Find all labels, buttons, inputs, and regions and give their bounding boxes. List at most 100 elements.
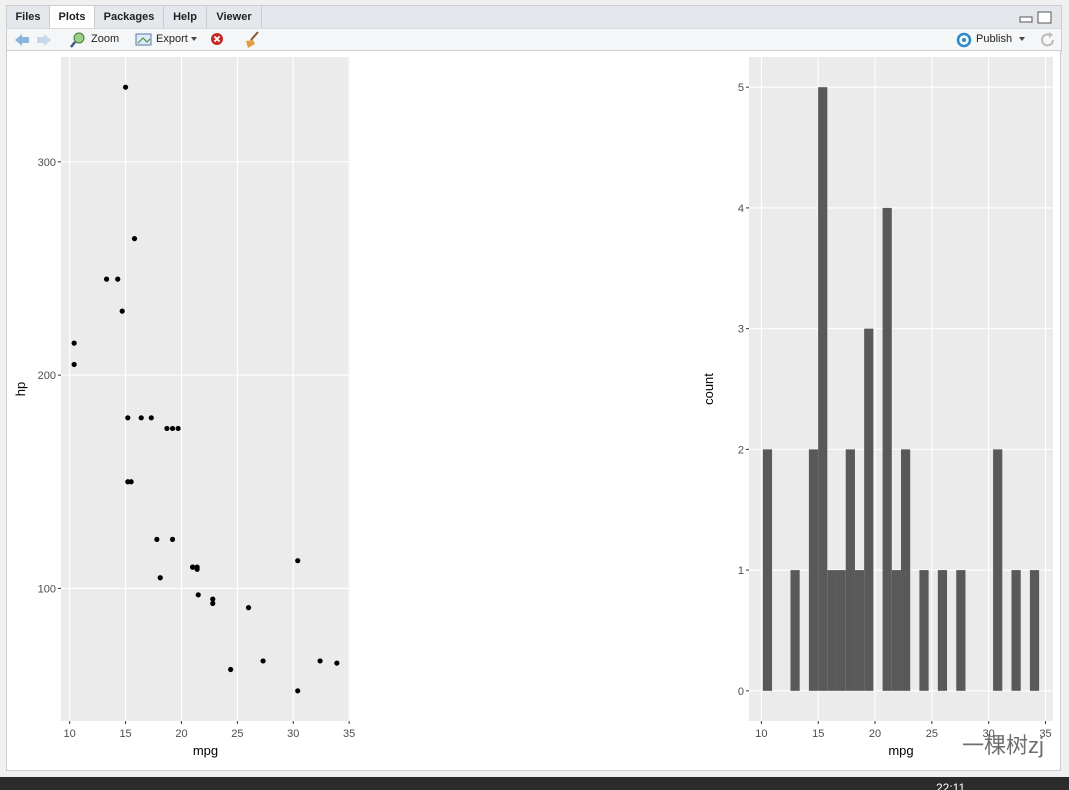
point [194, 566, 200, 572]
zoom-button[interactable]: Zoom [91, 33, 120, 45]
publish-button[interactable]: Publish [976, 33, 1013, 45]
y-tick-label: 200 [38, 370, 56, 382]
point [175, 425, 181, 432]
tab-bar: Files Plots Packages Help Viewer [6, 5, 1062, 28]
panel-background [61, 57, 350, 721]
plot-pane: 100 200 300 10 15 20 25 30 35 mpg hp 0 1 2 3 4 5 10 15 20 25… [6, 50, 1061, 771]
x-tick-label: 15 [812, 728, 824, 740]
point [154, 536, 160, 542]
point [295, 558, 301, 564]
point [169, 536, 176, 542]
point [317, 658, 323, 664]
bar [891, 570, 901, 691]
point [295, 688, 301, 694]
bar [900, 449, 911, 691]
tab[interactable]: Files [7, 6, 50, 28]
point [245, 605, 252, 611]
point [210, 596, 216, 602]
y-tick-label: 3 [738, 324, 744, 336]
x-axis-title: mpg [193, 743, 218, 758]
clear-plots[interactable] [243, 31, 261, 49]
x-tick-label: 25 [231, 728, 243, 740]
bar [1029, 570, 1040, 691]
y-axis-title: count [701, 373, 716, 405]
y-tick-label: 5 [738, 82, 744, 94]
tab[interactable]: Plots [50, 6, 95, 28]
plot-canvas: 100 200 300 10 15 20 25 30 35 mpg hp 0 1 2 3 4 5 10 15 20 25… [13, 57, 1053, 758]
nav-arrows[interactable] [13, 32, 53, 48]
refresh[interactable] [1039, 31, 1057, 49]
bar [864, 328, 874, 691]
bar [790, 570, 800, 691]
x-tick-label: 15 [119, 728, 131, 740]
remove-plot[interactable] [210, 32, 226, 48]
x-axis-title: mpg [888, 743, 913, 758]
bar [836, 570, 846, 691]
bar [1011, 570, 1021, 691]
bar [854, 570, 865, 691]
bar [956, 570, 966, 691]
tab[interactable]: Help [164, 6, 207, 28]
window-controls[interactable] [1019, 11, 1055, 25]
bar [882, 207, 892, 691]
point [131, 236, 138, 242]
point [122, 84, 129, 90]
x-tick-label: 30 [287, 728, 299, 740]
point [125, 415, 131, 421]
point [164, 425, 170, 432]
bar [845, 449, 855, 691]
point [148, 415, 154, 421]
point [71, 340, 77, 346]
x-tick-label: 35 [1039, 728, 1051, 740]
point [228, 666, 234, 673]
y-tick-label: 0 [738, 686, 744, 698]
x-tick-label: 35 [343, 728, 355, 740]
publish-dropdown[interactable] [1019, 37, 1027, 43]
point [169, 425, 176, 432]
zoom-icon[interactable] [70, 32, 86, 48]
x-tick-label: 10 [64, 728, 76, 740]
y-tick-label: 4 [738, 203, 744, 215]
y-axis-title: hp [13, 382, 28, 396]
bar [827, 570, 837, 691]
point [103, 276, 110, 282]
point [195, 592, 201, 598]
point [260, 658, 266, 664]
export-button[interactable]: Export [156, 33, 188, 45]
bar [937, 570, 948, 691]
tab[interactable]: Packages [95, 6, 164, 28]
watermark: 一棵树zj [962, 733, 1044, 758]
point [71, 361, 77, 368]
point [157, 575, 163, 581]
y-tick-label: 1 [738, 565, 744, 577]
bar [808, 449, 819, 691]
bar [919, 570, 929, 691]
maximize[interactable] [1037, 11, 1052, 24]
forward-arrow[interactable] [37, 34, 51, 46]
point [115, 276, 121, 282]
x-tick-label: 20 [869, 728, 881, 740]
publish-icon[interactable] [955, 32, 973, 48]
y-tick-label: 2 [738, 444, 744, 456]
bar [818, 87, 828, 691]
minimize[interactable] [1019, 16, 1033, 23]
y-tick-label: 300 [38, 157, 56, 169]
taskbar: 22:11 [0, 777, 1069, 790]
point [138, 415, 144, 421]
point [119, 308, 125, 314]
x-tick-label: 10 [755, 728, 767, 740]
point [210, 600, 216, 606]
point [190, 564, 196, 570]
x-tick-label: 20 [175, 728, 187, 740]
export-icon[interactable] [135, 32, 153, 48]
x-tick-label: 30 [983, 728, 995, 740]
tab[interactable]: Viewer [207, 6, 262, 28]
y-tick-label: 100 [38, 583, 56, 595]
bar [993, 449, 1003, 691]
point [125, 479, 131, 485]
toolbar: Zoom Export Publish [6, 28, 1062, 52]
export-dropdown[interactable] [191, 37, 199, 43]
back-arrow[interactable] [15, 34, 29, 46]
bar [762, 449, 773, 691]
